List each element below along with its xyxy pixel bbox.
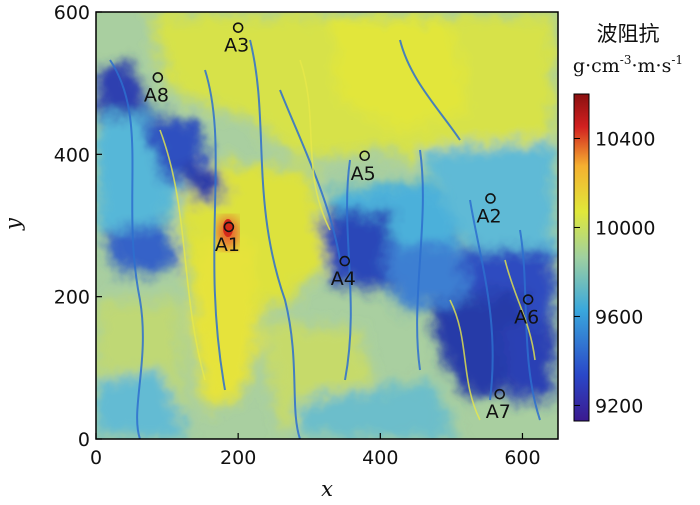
colorbar xyxy=(573,93,590,422)
plot-frame xyxy=(95,11,559,440)
x-tick-label: 200 xyxy=(220,447,256,469)
y-tick-label: 600 xyxy=(54,2,90,24)
well-marker-a5 xyxy=(359,150,370,162)
well-label-a2: A2 xyxy=(476,205,501,227)
well-label-a8: A8 xyxy=(144,84,169,106)
well-label-a1: A1 xyxy=(215,234,240,256)
x-axis-title: x xyxy=(321,477,333,501)
x-tick-label: 400 xyxy=(362,447,398,469)
well-label-a6: A6 xyxy=(514,307,539,329)
colorbar-tick-label: 9600 xyxy=(595,306,643,328)
colorbar-tick-label: 9200 xyxy=(595,395,643,417)
well-marker-a6 xyxy=(522,294,534,305)
heatmap-field xyxy=(96,12,558,439)
well-label-a4: A4 xyxy=(331,268,356,290)
well-marker-a2 xyxy=(485,193,496,204)
well-marker-a1 xyxy=(223,221,235,233)
well-marker-a8 xyxy=(152,72,164,83)
y-tick-label: 200 xyxy=(54,287,90,309)
x-tick-label: 600 xyxy=(504,447,540,469)
y-axis-title: y xyxy=(1,217,25,231)
well-label-a7: A7 xyxy=(486,401,511,423)
well-marker-a7 xyxy=(494,388,506,400)
x-tick-label: 0 xyxy=(90,447,102,469)
well-marker-a3 xyxy=(232,22,244,33)
colorbar-tick-label: 10000 xyxy=(595,217,655,239)
colorbar-unit: g·cm-3·m·s-1 xyxy=(573,53,683,77)
well-label-a3: A3 xyxy=(224,35,249,57)
colorbar-ticks: 9200 9600 10000 10400 xyxy=(574,128,655,417)
colorbar-tick-label: 10400 xyxy=(595,128,655,150)
y-tick-label: 0 xyxy=(78,429,90,451)
y-tick-label: 400 xyxy=(54,144,90,166)
axes: 0 200 400 600 0 200 400 600 xyxy=(54,2,541,469)
well-marker-a4 xyxy=(339,255,351,267)
colorbar-title: 波阻抗 xyxy=(597,22,660,46)
well-label-a5: A5 xyxy=(351,163,376,185)
well-markers: A1 A2 A3 A4 A5 A6 A7 A8 xyxy=(144,22,539,423)
